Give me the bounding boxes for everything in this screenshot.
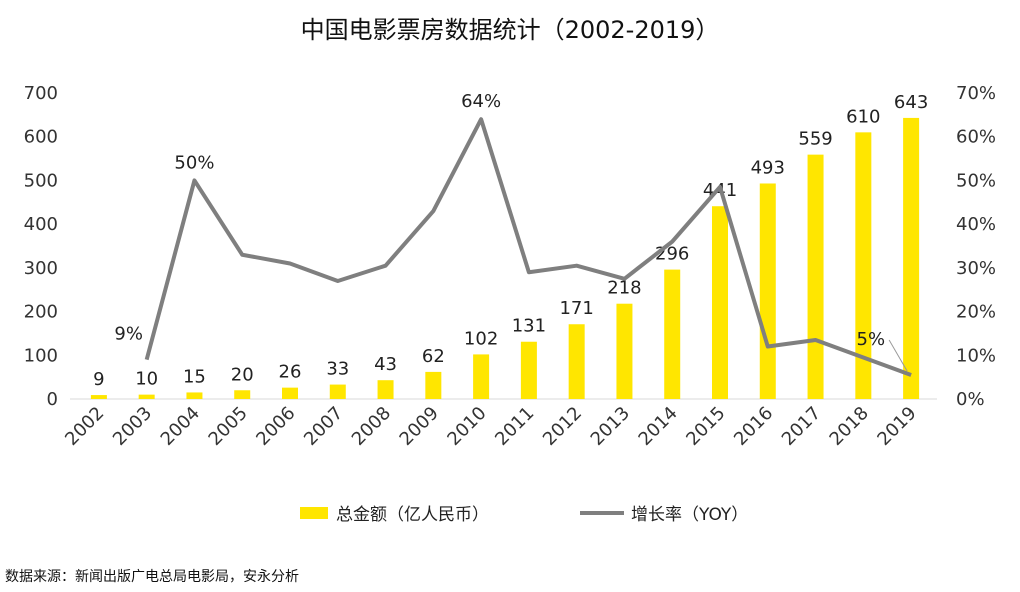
- bar-label-2019: 643: [894, 92, 928, 113]
- x-tick-2013: 2013: [587, 403, 634, 450]
- left-axis: 0 100 200 300 400 500 600 700: [24, 83, 58, 410]
- source-note: 数据来源：新闻出版广电总局电影局，安永分析: [5, 569, 299, 585]
- bar-2010: [473, 354, 490, 399]
- bar-2009: [425, 371, 442, 399]
- right-axis: 0% 10% 20% 30% 40% 50% 60% 70%: [956, 83, 996, 410]
- right-tick-label: 40%: [956, 214, 996, 235]
- bar-2011: [520, 341, 537, 399]
- bar-2018: [855, 132, 872, 400]
- right-tick-label: 70%: [956, 83, 996, 104]
- right-tick-label: 20%: [956, 302, 996, 323]
- x-tick-2014: 2014: [635, 403, 682, 450]
- line-label-2004: 50%: [174, 152, 214, 173]
- left-tick-label: 700: [24, 83, 58, 104]
- x-axis: 2002 2003 2004 2005 2006 2007 2008 2009 2010 2011…: [61, 403, 920, 450]
- growth-line-series: 9% 50% 64% 5%: [114, 91, 912, 377]
- bar-label-2009: 62: [422, 346, 445, 367]
- x-tick-2005: 2005: [205, 403, 252, 450]
- legend-swatch-bar: [300, 507, 328, 519]
- bar-2006: [282, 387, 298, 399]
- left-tick-label: 400: [24, 214, 58, 235]
- bar-2012: [568, 324, 585, 399]
- x-tick-2002: 2002: [61, 403, 108, 450]
- bar-label-2016: 493: [751, 157, 785, 178]
- x-tick-2007: 2007: [300, 403, 347, 450]
- x-tick-2012: 2012: [539, 403, 586, 450]
- bar-label-2012: 171: [559, 298, 593, 319]
- x-tick-2011: 2011: [491, 403, 538, 450]
- bar-2002: [90, 395, 107, 399]
- bar-label-2018: 610: [846, 106, 880, 127]
- bar-2019: [903, 117, 920, 399]
- x-tick-2018: 2018: [826, 403, 873, 450]
- bar-2015: [712, 206, 728, 399]
- bar-label-2006: 26: [279, 362, 302, 383]
- x-tick-2019: 2019: [873, 403, 920, 450]
- x-tick-2016: 2016: [730, 403, 777, 450]
- growth-line: [144, 117, 912, 377]
- bar-2003: [138, 394, 155, 399]
- bar-label-2010: 102: [464, 328, 498, 349]
- left-tick-label: 100: [24, 345, 58, 366]
- bar-2008: [377, 380, 394, 399]
- legend-label-bar: 总金额（亿人民币）: [336, 505, 489, 525]
- x-tick-2009: 2009: [396, 403, 443, 450]
- right-tick-label: 10%: [956, 345, 996, 366]
- bar-data-labels: 9 10 15 20 26 33 43 621021311712182964414935596…: [93, 92, 928, 390]
- left-tick-label: 0: [47, 389, 58, 410]
- bar-label-2013: 218: [607, 278, 641, 299]
- bar-label-2017: 559: [798, 129, 832, 150]
- left-tick-label: 300: [24, 258, 58, 279]
- bar-2005: [234, 390, 251, 399]
- bar-2004: [186, 392, 203, 399]
- bar-label-2005: 20: [231, 364, 254, 385]
- bar-label-2007: 33: [326, 359, 349, 380]
- x-tick-2015: 2015: [682, 403, 729, 450]
- right-tick-label: 60%: [956, 127, 996, 148]
- bar-label-2014: 296: [655, 244, 689, 265]
- legend-label-line: 增长率（YOY）: [631, 505, 748, 525]
- bar-label-2003: 10: [135, 369, 158, 390]
- legend: 总金额（亿人民币） 增长率（YOY）: [300, 505, 748, 525]
- line-label-2010: 64%: [461, 91, 501, 112]
- bar-label-2011: 131: [512, 316, 546, 337]
- x-tick-2004: 2004: [157, 403, 204, 450]
- x-tick-2017: 2017: [778, 403, 825, 450]
- chart-title: 中国电影票房数据统计（2002-2019）: [300, 16, 720, 44]
- bar-label-2008: 43: [374, 354, 397, 375]
- x-tick-2010: 2010: [443, 403, 490, 450]
- x-tick-2008: 2008: [348, 403, 395, 450]
- left-tick-label: 500: [24, 170, 58, 191]
- left-tick-label: 600: [24, 127, 58, 148]
- line-label-2003: 9%: [114, 324, 143, 345]
- bar-2017: [807, 154, 824, 399]
- bar-label-2002: 9: [93, 369, 104, 390]
- left-tick-label: 200: [24, 302, 58, 323]
- x-tick-2003: 2003: [109, 403, 156, 450]
- line-label-2019: 5%: [857, 329, 886, 350]
- bar-label-2004: 15: [183, 366, 206, 387]
- right-tick-label: 30%: [956, 258, 996, 279]
- bar-2007: [329, 384, 346, 399]
- bar-2013: [616, 303, 633, 399]
- bar-2014: [664, 269, 681, 399]
- right-tick-label: 50%: [956, 170, 996, 191]
- x-tick-2006: 2006: [252, 403, 299, 450]
- bar-2016: [759, 183, 776, 399]
- line-label-leader: [888, 339, 908, 372]
- right-tick-label: 0%: [956, 389, 985, 410]
- bar-series: [90, 117, 920, 400]
